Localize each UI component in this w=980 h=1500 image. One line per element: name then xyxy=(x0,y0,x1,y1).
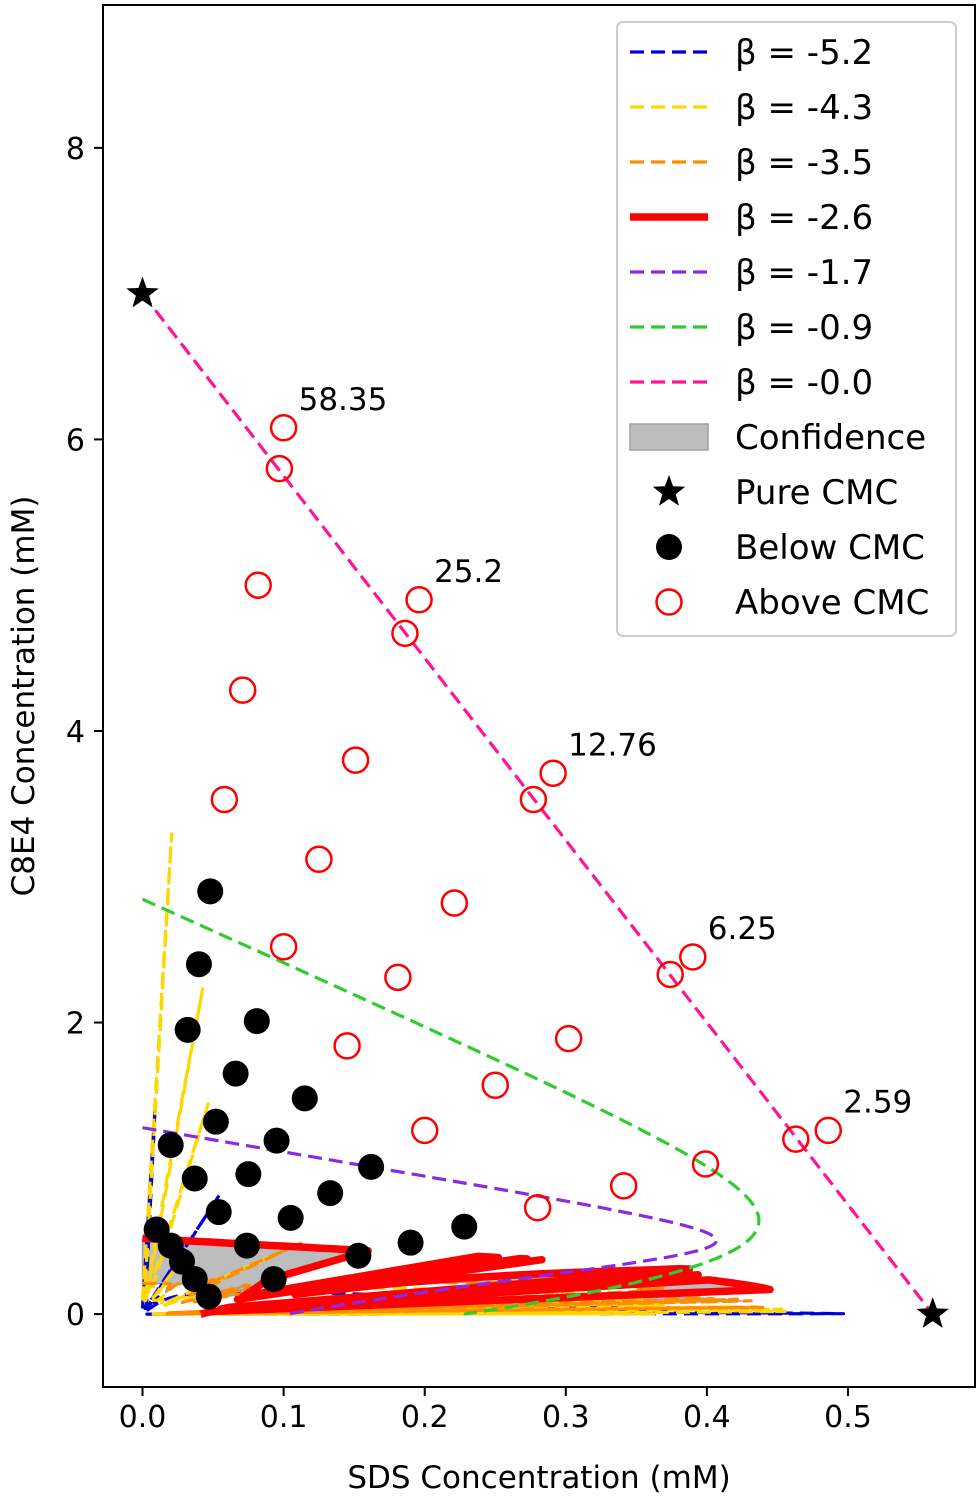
above-cmc-point-17 xyxy=(384,963,412,992)
annotations-layer: 58.35 25.2 12.76 6.25 2.59 xyxy=(299,382,913,1121)
annotation-label-4: 2.59 xyxy=(843,1084,912,1120)
x-tick-label-5: 0.5 xyxy=(824,1400,872,1435)
axes-frame xyxy=(102,4,976,1388)
below-cmc-point-6 xyxy=(202,1108,229,1135)
above-cmc-point-5 xyxy=(519,785,548,814)
legend-label-1: β = -4.3 xyxy=(735,88,873,128)
below-cmc-point-15 xyxy=(451,1213,478,1240)
x-tick-label-2: 0.2 xyxy=(401,1400,449,1435)
above-cmc-point-7 xyxy=(656,960,684,989)
below-cmc-point-7 xyxy=(157,1132,184,1159)
above-cmc-point-19 xyxy=(609,1172,638,1200)
above-cmc-point-15 xyxy=(228,676,257,704)
above-cmc-point-12 xyxy=(440,889,469,917)
legend-handle-9 xyxy=(656,534,682,560)
x-tick-label-0: 0.0 xyxy=(119,1400,167,1435)
above-cmc-point-8 xyxy=(814,1116,843,1145)
above-cmc-point-4 xyxy=(539,759,567,788)
y-tick-label-2: 4 xyxy=(66,715,85,750)
y-tick-label-0: 0 xyxy=(66,1298,85,1333)
legend-handle-10 xyxy=(655,588,683,616)
series-line-3 xyxy=(142,1234,774,1318)
annotation-label-2: 12.76 xyxy=(568,727,657,763)
y-tick-label-4: 8 xyxy=(66,132,85,167)
legend-label-3: β = -2.6 xyxy=(735,198,873,238)
above-cmc-point-21 xyxy=(269,932,298,961)
above-cmc-point-10 xyxy=(244,571,272,599)
above-cmc-point-18 xyxy=(481,1071,510,1099)
below-cmc-point-23 xyxy=(260,1266,287,1293)
above-cmc-point-24 xyxy=(523,1193,552,1222)
above-cmc-point-23 xyxy=(410,1116,439,1145)
annotation-label-0: 58.35 xyxy=(299,382,388,418)
y-tick-label-3: 6 xyxy=(66,423,85,458)
below-cmc-point-3 xyxy=(243,1008,270,1035)
y-tick-label-1: 2 xyxy=(66,1007,85,1042)
x-tick-label-1: 0.1 xyxy=(260,1400,308,1435)
x-tick-label-4: 0.4 xyxy=(683,1400,731,1435)
legend-label-0: β = -5.2 xyxy=(735,33,873,73)
series-lines-layer xyxy=(140,292,934,1318)
legend-label-6: β = -0.0 xyxy=(735,363,873,403)
below-cmc-point-8 xyxy=(263,1127,290,1154)
above-cmc-point-6 xyxy=(679,943,707,971)
below-cmc-point-5 xyxy=(291,1085,318,1112)
legend-label-9: Below CMC xyxy=(735,528,925,568)
ticks-layer: 0.0 0.1 0.2 0.3 0.4 0.5 0 2 4 6 8 xyxy=(66,132,872,1435)
below-cmc-point-24 xyxy=(195,1283,222,1310)
above-cmc-point-2 xyxy=(405,586,433,614)
below-cmc-point-14 xyxy=(277,1204,304,1231)
legend-label-7: Confidence xyxy=(735,418,926,458)
above-cmc-point-13 xyxy=(554,1024,583,1053)
above-cmc-point-20 xyxy=(210,785,239,814)
above-cmc-point-11 xyxy=(341,746,370,774)
below-cmc-point-4 xyxy=(222,1060,249,1087)
below-cmc-point-19 xyxy=(233,1232,260,1259)
x-axis-label: SDS Concentration (mM) xyxy=(347,1460,730,1496)
legend-box xyxy=(616,21,957,637)
below-cmc-point-20 xyxy=(397,1229,424,1256)
below-cmc-point-2 xyxy=(174,1016,201,1043)
below-cmc-point-22 xyxy=(181,1266,208,1293)
pure-cmc-star-sds xyxy=(916,1297,949,1328)
below-cmc-point-9 xyxy=(181,1165,208,1192)
y-axis-label: C8E4 Concentration (mM) xyxy=(6,496,42,897)
annotation-label-3: 6.25 xyxy=(708,911,777,947)
legend-label-10: Above CMC xyxy=(735,583,929,623)
legend-handle-8 xyxy=(652,475,686,506)
data-points-layer xyxy=(126,276,949,1328)
below-cmc-point-12 xyxy=(317,1180,344,1207)
legend-label-4: β = -1.7 xyxy=(735,253,873,293)
below-cmc-point-21 xyxy=(345,1242,372,1269)
above-cmc-point-1 xyxy=(265,454,294,483)
legend-label-5: β = -0.9 xyxy=(735,308,873,348)
legend-label-2: β = -3.5 xyxy=(735,143,873,183)
below-cmc-point-13 xyxy=(205,1199,232,1226)
above-cmc-point-14 xyxy=(691,1150,720,1178)
above-cmc-point-3 xyxy=(391,619,419,648)
series-line-5 xyxy=(141,897,761,1316)
annotation-label-1: 25.2 xyxy=(434,554,503,590)
pure-cmc-star-c8e4 xyxy=(126,276,159,308)
legend-handle-7 xyxy=(629,423,709,451)
above-cmc-point-9 xyxy=(782,1125,810,1153)
below-cmc-point-0 xyxy=(197,878,224,905)
below-cmc-point-1 xyxy=(185,951,212,978)
legend-label-8: Pure CMC xyxy=(735,473,898,513)
series-line-4 xyxy=(142,1126,718,1316)
x-tick-label-3: 0.3 xyxy=(542,1400,590,1435)
below-cmc-point-11 xyxy=(358,1153,385,1180)
above-cmc-point-16 xyxy=(305,845,333,874)
series-line-6 xyxy=(141,292,934,1316)
above-cmc-point-22 xyxy=(333,1032,361,1060)
above-cmc-point-0 xyxy=(269,414,298,442)
below-cmc-point-10 xyxy=(235,1161,262,1188)
legend: β = -5.2 β = -4.3 β = -3.5 β = -2.6 β = -1.7… xyxy=(616,21,957,637)
